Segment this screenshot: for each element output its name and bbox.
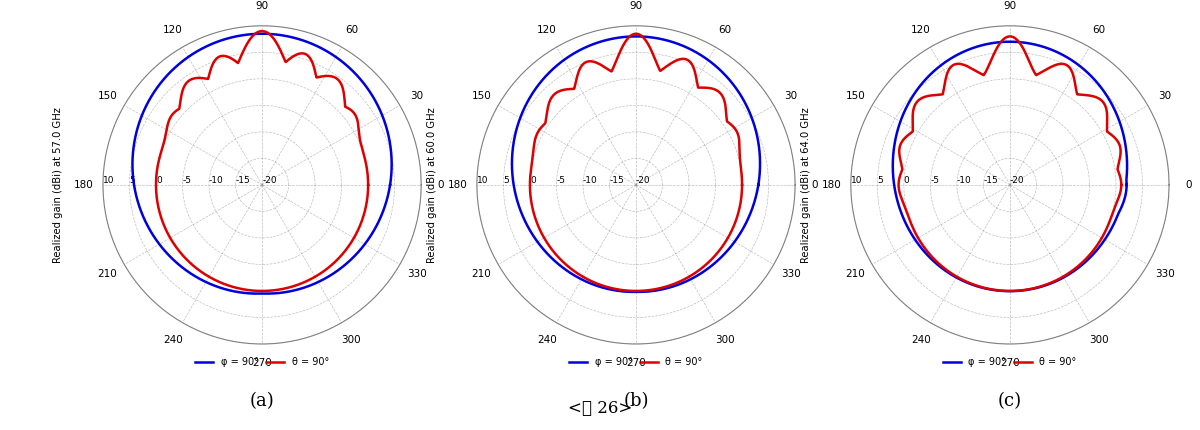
φ = 90° xyxy=(505,172,520,177)
φ = 90° xyxy=(1120,182,1134,187)
θ = 90° xyxy=(733,201,748,206)
φ = 90° xyxy=(281,289,295,294)
φ = 90° xyxy=(1118,144,1133,149)
φ = 90° xyxy=(1028,286,1043,291)
Text: Realized gain (dBi) at 60.0 GHz: Realized gain (dBi) at 60.0 GHz xyxy=(427,107,437,263)
φ = 90° xyxy=(746,203,761,209)
φ = 90° xyxy=(654,287,668,292)
φ = 90° xyxy=(383,182,397,187)
Text: <图 26>: <图 26> xyxy=(568,400,632,417)
Legend: φ = 90°, θ = 90°: φ = 90°, θ = 90° xyxy=(940,353,1080,371)
θ = 90° xyxy=(654,286,668,291)
φ = 90° xyxy=(126,149,140,154)
φ = 90° xyxy=(505,151,520,156)
θ = 90° xyxy=(734,182,749,187)
θ = 90° xyxy=(536,235,551,240)
φ = 90° xyxy=(1120,182,1134,187)
Text: (c): (c) xyxy=(998,392,1022,410)
θ = 90° xyxy=(1028,286,1043,291)
Text: Realized gain (dBi) at 64.0 GHz: Realized gain (dBi) at 64.0 GHz xyxy=(802,107,811,263)
θ = 90° xyxy=(733,201,748,206)
φ = 90° xyxy=(1115,203,1129,208)
θ = 90° xyxy=(734,182,749,187)
φ = 90° xyxy=(886,172,900,178)
Legend: φ = 90°, θ = 90°: φ = 90°, θ = 90° xyxy=(192,353,332,371)
Line: φ = 90°: φ = 90° xyxy=(132,34,391,294)
θ = 90° xyxy=(732,148,746,153)
φ = 90° xyxy=(1003,289,1018,294)
θ = 90° xyxy=(946,272,960,277)
θ = 90° xyxy=(361,182,376,187)
φ = 90° xyxy=(254,31,269,37)
Line: θ = 90°: θ = 90° xyxy=(530,34,742,291)
Line: θ = 90°: θ = 90° xyxy=(899,37,1121,291)
θ = 90° xyxy=(254,28,269,34)
φ = 90° xyxy=(751,141,766,147)
θ = 90° xyxy=(1109,201,1123,206)
θ = 90° xyxy=(149,173,163,178)
φ = 90° xyxy=(1003,39,1018,44)
θ = 90° xyxy=(361,182,376,187)
θ = 90° xyxy=(526,156,540,161)
θ = 90° xyxy=(893,173,907,178)
Text: Realized gain (dBi) at 57.0 GHz: Realized gain (dBi) at 57.0 GHz xyxy=(54,107,64,263)
θ = 90° xyxy=(152,156,167,161)
Line: φ = 90°: φ = 90° xyxy=(512,37,760,292)
φ = 90° xyxy=(629,289,643,295)
Line: φ = 90°: φ = 90° xyxy=(893,42,1127,291)
θ = 90° xyxy=(1114,182,1128,187)
φ = 90° xyxy=(383,140,397,145)
φ = 90° xyxy=(751,182,766,187)
θ = 90° xyxy=(1109,202,1123,207)
φ = 90° xyxy=(378,204,392,209)
θ = 90° xyxy=(1003,34,1018,39)
θ = 90° xyxy=(1114,146,1128,151)
θ = 90° xyxy=(629,31,643,37)
φ = 90° xyxy=(383,182,397,187)
θ = 90° xyxy=(281,286,295,291)
θ = 90° xyxy=(893,154,907,160)
Text: (a): (a) xyxy=(250,392,275,410)
Legend: φ = 90°, θ = 90°: φ = 90°, θ = 90° xyxy=(565,353,707,371)
Text: (b): (b) xyxy=(623,392,649,410)
θ = 90° xyxy=(359,201,373,206)
φ = 90° xyxy=(377,205,391,210)
θ = 90° xyxy=(1114,182,1128,187)
φ = 90° xyxy=(746,203,761,208)
φ = 90° xyxy=(629,34,643,39)
θ = 90° xyxy=(523,173,538,178)
φ = 90° xyxy=(886,153,900,158)
θ = 90° xyxy=(359,201,373,206)
φ = 90° xyxy=(254,291,269,296)
Line: θ = 90°: θ = 90° xyxy=(156,31,368,291)
θ = 90° xyxy=(355,149,370,154)
φ = 90° xyxy=(126,172,140,177)
θ = 90° xyxy=(155,219,169,224)
φ = 90° xyxy=(751,182,766,187)
φ = 90° xyxy=(1115,203,1129,208)
